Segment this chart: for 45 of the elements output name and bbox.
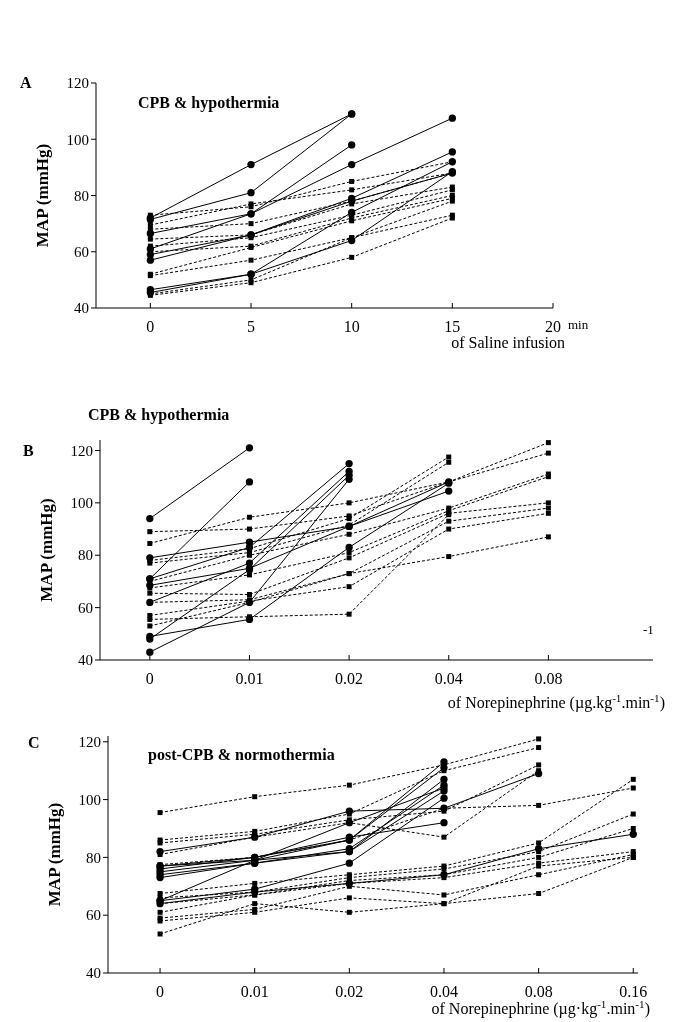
x-tick-label: 0.08 [524,983,553,1000]
chart-title: CPB & hypothermia [88,406,230,424]
y-tick-label: 40 [74,300,89,317]
text: B [23,442,34,459]
x-tick-label: 0.04 [429,983,458,1000]
x-tick-label: 15 [444,318,461,335]
y-tick-label: 80 [74,187,89,204]
y-tick-label: 60 [78,599,93,616]
text: min [568,317,589,332]
x-tick-label: 0 [145,670,154,687]
y-tick-label: 100 [78,791,101,808]
x-tick-label: 0.08 [534,670,563,687]
x-tick-label: 0 [156,983,165,1000]
x-tick-label: 20 [545,318,561,335]
x-axis-title: of Saline infusion [451,334,565,351]
x-tick-label: 0 [146,318,155,335]
y-axis-title: MAP (mmHg) [45,802,64,907]
text: post-CPB & normothermia [148,746,335,764]
x-tick-label: 0.04 [434,670,463,687]
y-tick-label: 40 [86,965,101,982]
y-tick-label: 100 [66,131,89,148]
x-axis-title: of Norepinephrine (µg·kg$^{-1}$.min$^{-1}$) [431,998,650,1018]
x-tick-label: 0.16 [619,983,648,1000]
text: A [20,74,32,91]
y-tick-label: 60 [74,244,89,260]
y-tick-label: 80 [78,547,93,564]
y-axis-title: MAP (mmHg) [33,143,52,248]
y-tick-label: 40 [78,652,93,669]
x-tick-label: 10 [343,318,360,335]
x-tick-label: 0.01 [240,983,269,1000]
x-tick-label: 5 [247,318,256,335]
x-tick-label: 0.01 [235,670,264,687]
y-tick-label: 120 [66,75,89,92]
x-axis-title: of Norepinephrine (µg.kg$^{-1}$.min$^{-1}$) [447,692,665,712]
x-tick-label: 0.02 [335,983,364,1000]
text: CPB & hypothermia [138,94,280,112]
y-tick-label: 60 [86,907,101,924]
y-tick-label: 120 [70,442,93,459]
y-tick-label: 120 [78,734,101,751]
annotation: -1 [643,622,654,637]
text: C [28,734,40,751]
y-tick-label: 80 [86,849,101,866]
y-axis-title: MAP (mmHg) [37,498,56,602]
x-tick-label: 0.02 [335,670,364,687]
y-tick-label: 100 [70,495,93,512]
